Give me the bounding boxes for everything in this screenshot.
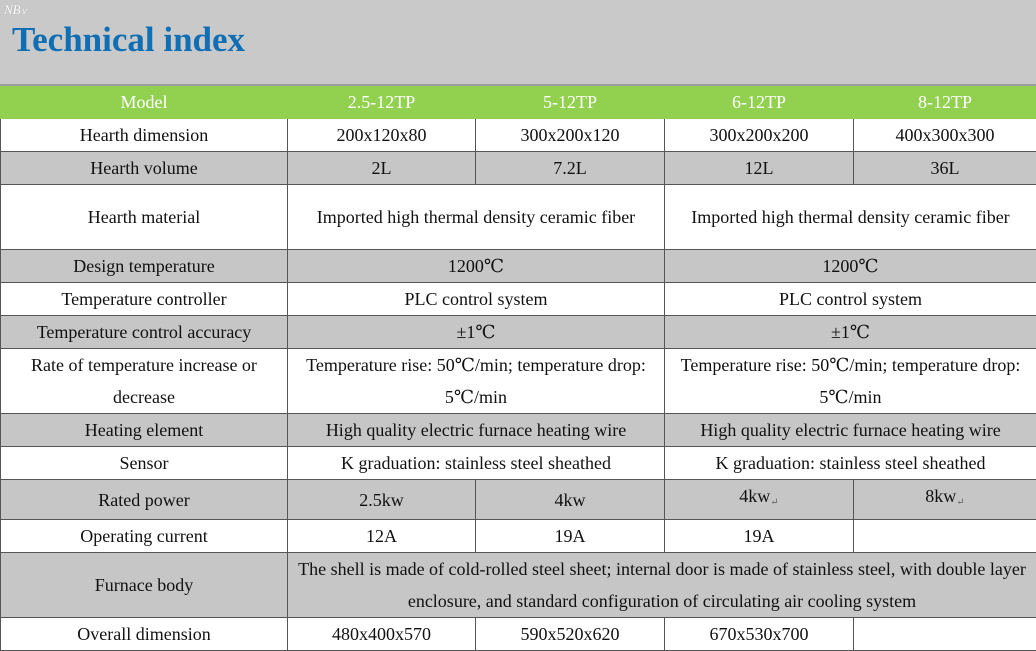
table-cell: 200x120x80 bbox=[288, 119, 476, 152]
table-cell: 480x400x570 bbox=[288, 618, 476, 651]
table-cell: 1200℃ bbox=[665, 250, 1036, 283]
table-row: Temperature control accuracy ±1℃ ±1℃ bbox=[1, 316, 1036, 349]
table-cell: K graduation: stainless steel sheathed bbox=[665, 447, 1036, 480]
row-label: Design temperature bbox=[1, 250, 288, 283]
table-row: Hearth volume 2L 7.2L 12L 36L bbox=[1, 152, 1036, 185]
table-cell: K graduation: stainless steel sheathed bbox=[288, 447, 665, 480]
table-cell bbox=[854, 618, 1036, 651]
table-cell: PLC control system bbox=[288, 283, 665, 316]
table-cell: 8kw↵ bbox=[854, 480, 1036, 520]
table-cell: 12L bbox=[665, 152, 854, 185]
table-cell bbox=[854, 520, 1036, 553]
table-cell: High quality electric furnace heating wi… bbox=[288, 414, 665, 447]
table-cell: 2L bbox=[288, 152, 476, 185]
row-label: Furnace body bbox=[1, 553, 288, 618]
header-model-3: 6-12TP bbox=[665, 87, 854, 119]
table-cell: 4kw↵ bbox=[665, 480, 854, 520]
table-cell: 4kw bbox=[476, 480, 665, 520]
table-cell: The shell is made of cold-rolled steel s… bbox=[288, 553, 1036, 618]
header-model-2: 5-12TP bbox=[476, 87, 665, 119]
page-title: Technical index bbox=[12, 20, 245, 60]
table-cell: Temperature rise: 50℃/min; temperature d… bbox=[288, 349, 665, 414]
table-row: Overall dimension 480x400x570 590x520x62… bbox=[1, 618, 1036, 651]
table-cell: 7.2L bbox=[476, 152, 665, 185]
table-cell: PLC control system bbox=[665, 283, 1036, 316]
table-cell: Temperature rise: 50℃/min; temperature d… bbox=[665, 349, 1036, 414]
return-mark: ↵ bbox=[770, 497, 778, 508]
table-cell: 590x520x620 bbox=[476, 618, 665, 651]
row-label: Sensor bbox=[1, 447, 288, 480]
row-label: Temperature control accuracy bbox=[1, 316, 288, 349]
header-model-1: 2.5-12TP bbox=[288, 87, 476, 119]
table-row: Furnace body The shell is made of cold-r… bbox=[1, 553, 1036, 618]
row-label: Operating current bbox=[1, 520, 288, 553]
table-cell: ±1℃ bbox=[288, 316, 665, 349]
row-label: Hearth material bbox=[1, 185, 288, 250]
technical-index-table: Model 2.5-12TP 5-12TP 6-12TP 8-12TP Hear… bbox=[0, 86, 1036, 651]
table-row: Rate of temperature increase or decrease… bbox=[1, 349, 1036, 414]
return-mark: ↵ bbox=[956, 497, 964, 508]
table-cell: 300x200x200 bbox=[665, 119, 854, 152]
table-cell: 670x530x700 bbox=[665, 618, 854, 651]
table-row: Hearth material Imported high thermal de… bbox=[1, 185, 1036, 250]
table-cell: ±1℃ bbox=[665, 316, 1036, 349]
header-model-4: 8-12TP bbox=[854, 87, 1036, 119]
page-header: NB⋎ Technical index bbox=[0, 0, 1036, 86]
table-cell: 19A bbox=[476, 520, 665, 553]
table-row: Heating element High quality electric fu… bbox=[1, 414, 1036, 447]
table-row: Temperature controller PLC control syste… bbox=[1, 283, 1036, 316]
row-label: Heating element bbox=[1, 414, 288, 447]
row-label: Hearth volume bbox=[1, 152, 288, 185]
header-label: Model bbox=[1, 87, 288, 119]
table-cell: 2.5kw bbox=[288, 480, 476, 520]
row-label: Temperature controller bbox=[1, 283, 288, 316]
table-row: Rated power 2.5kw 4kw 4kw↵ 8kw↵ bbox=[1, 480, 1036, 520]
table-cell: 400x300x300 bbox=[854, 119, 1036, 152]
table-cell: High quality electric furnace heating wi… bbox=[665, 414, 1036, 447]
cell-text: 8kw bbox=[925, 486, 956, 506]
table-cell: Imported high thermal density ceramic fi… bbox=[288, 185, 665, 250]
row-label: Overall dimension bbox=[1, 618, 288, 651]
table-row: Sensor K graduation: stainless steel she… bbox=[1, 447, 1036, 480]
cell-text: 4kw bbox=[739, 486, 770, 506]
table-cell: Imported high thermal density ceramic fi… bbox=[665, 185, 1036, 250]
row-label: Hearth dimension bbox=[1, 119, 288, 152]
table-cell: 36L bbox=[854, 152, 1036, 185]
row-label: Rate of temperature increase or decrease bbox=[1, 349, 288, 414]
table-row: Hearth dimension 200x120x80 300x200x120 … bbox=[1, 119, 1036, 152]
table-cell: 1200℃ bbox=[288, 250, 665, 283]
table-cell: 300x200x120 bbox=[476, 119, 665, 152]
table-row: Design temperature 1200℃ 1200℃ bbox=[1, 250, 1036, 283]
table-cell: 19A bbox=[665, 520, 854, 553]
row-label: Rated power bbox=[1, 480, 288, 520]
table-header-row: Model 2.5-12TP 5-12TP 6-12TP 8-12TP bbox=[1, 87, 1036, 119]
table-cell: 12A bbox=[288, 520, 476, 553]
table-row: Operating current 12A 19A 19A bbox=[1, 520, 1036, 553]
nb-logo: NB⋎ bbox=[4, 2, 48, 20]
